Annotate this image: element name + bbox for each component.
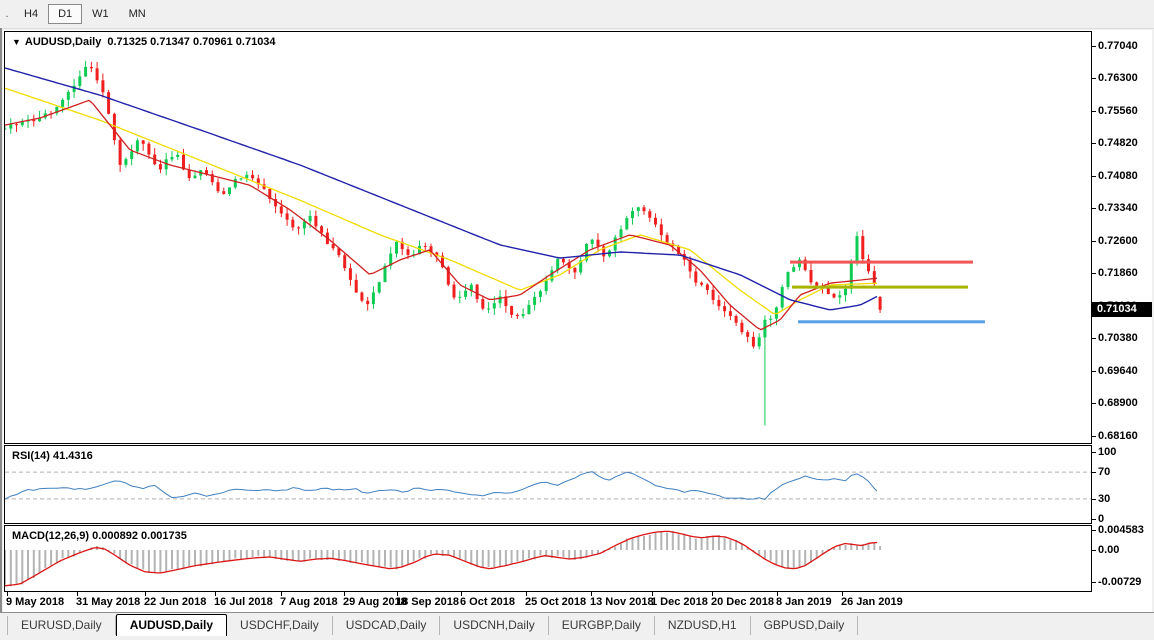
timeframe-tab-mn[interactable]: MN [128, 8, 146, 20]
date-label: 8 Jan 2019 [776, 596, 832, 608]
price-tick-label: 0.72600 [1098, 234, 1138, 247]
date-label: 16 Jul 2018 [214, 596, 273, 608]
date-label: 18 Sep 2018 [396, 596, 459, 608]
symbol-tab-bar: EURUSD,Daily AUDUSD,Daily USDCHF,Daily USDC… [0, 612, 1154, 636]
bottom-tab-usdcnh-daily[interactable]: USDCNH,Daily [440, 616, 549, 635]
bottom-tab-nzdusd-h1[interactable]: NZDUSD,H1 [655, 616, 751, 635]
price-axis-tick [1092, 240, 1096, 242]
date-label: 29 Aug 2018 [343, 596, 407, 608]
price-tick-label: 0.75560 [1098, 104, 1138, 117]
date-axis-tick [712, 592, 713, 596]
rsi-axis-tick [1092, 519, 1096, 520]
current-price-badge: 0.71034 [1092, 302, 1152, 317]
price-tick-label: 0.69640 [1098, 364, 1138, 377]
timeframe-tab-w1[interactable]: W1 [92, 8, 109, 20]
chart-symbol-title: AUDUSD,Daily [24, 36, 102, 48]
date-label: 6 Oct 2018 [460, 596, 516, 608]
date-axis-tick [281, 592, 282, 596]
price-axis-tick [1092, 46, 1096, 47]
chart-window: ▼ AUDUSD,Daily 0.71325 0.71347 0.70961 0.7… [3, 30, 1152, 612]
bottom-tab-usdchf-daily[interactable]: USDCHF,Daily [227, 616, 333, 635]
rsi-canvas[interactable] [5, 446, 1091, 523]
price-tick-label: 0.76300 [1098, 72, 1138, 85]
price-chart-panel[interactable]: ▼ AUDUSD,Daily 0.71325 0.71347 0.70961 0.7… [4, 31, 1092, 444]
date-label: 13 Nov 2018 [590, 596, 654, 608]
rsi-tick-label: 100 [1098, 446, 1117, 458]
macd-axis-tick [1092, 550, 1096, 551]
price-tick-label: 0.68160 [1098, 429, 1138, 442]
price-axis-tick [1092, 435, 1096, 437]
timeframe-tab-d1[interactable]: D1 [48, 4, 83, 24]
macd-canvas[interactable] [5, 526, 1091, 591]
date-axis-tick [842, 592, 843, 596]
date-label: 7 Aug 2018 [280, 596, 338, 608]
date-label: 31 May 2018 [76, 596, 141, 608]
date-label: 9 May 2018 [6, 596, 65, 608]
price-axis-tick [1092, 143, 1096, 145]
window-left-edge [0, 28, 2, 612]
date-axis-tick [215, 592, 216, 596]
date-axis-tick [344, 592, 345, 596]
date-axis-tick [7, 592, 8, 596]
timeframe-partial-label: . [5, 8, 9, 20]
date-axis-tick [145, 592, 146, 596]
price-tick-label: 0.68900 [1098, 397, 1138, 410]
date-axis-tick [591, 592, 592, 596]
price-tick-label: 0.73340 [1098, 202, 1138, 215]
date-label: 20 Dec 2018 [711, 596, 774, 608]
macd-tick-label: 0.00 [1098, 544, 1120, 556]
timeframe-toolbar: . H4 D1 W1 MN [0, 0, 1154, 29]
macd-axis-tick [1092, 581, 1096, 583]
timeframe-tabs: H4 D1 W1 MN [14, 4, 156, 24]
price-tick-label: 0.70380 [1098, 332, 1138, 345]
date-axis-tick [652, 592, 653, 596]
rsi-axis-tick [1092, 498, 1096, 500]
bottom-tab-eurgbp-daily[interactable]: EURGBP,Daily [549, 616, 655, 635]
date-axis-tick [526, 592, 527, 596]
timeframe-tab-h4[interactable]: H4 [24, 8, 39, 20]
date-label: 25 Oct 2018 [525, 596, 587, 608]
macd-tick-label: 0.004583 [1098, 523, 1144, 536]
date-axis-tick [777, 592, 778, 596]
price-axis-tick [1092, 175, 1096, 177]
price-tick-label: 0.74080 [1098, 169, 1138, 182]
date-label: 1 Dec 2018 [651, 596, 708, 608]
rsi-tick-label: 70 [1098, 466, 1111, 479]
date-axis-tick [77, 592, 78, 596]
price-axis-tick [1092, 110, 1096, 112]
rsi-axis-tick [1092, 452, 1096, 453]
price-axis-tick [1092, 273, 1096, 275]
price-axis-tick [1092, 403, 1096, 405]
rsi-panel[interactable]: RSI(14) 41.4316 [4, 445, 1092, 524]
rsi-tick-label: 0 [1098, 513, 1105, 525]
date-label: 22 Jun 2018 [144, 596, 207, 608]
macd-axis-tick [1092, 529, 1096, 531]
bottom-tab-audusd-daily[interactable]: AUDUSD,Daily [115, 614, 228, 636]
date-label: 26 Jan 2019 [841, 596, 903, 608]
chart-title: ▼ AUDUSD,Daily 0.71325 0.71347 0.70961 0.7… [12, 36, 276, 48]
macd-label: MACD(12,26,9) 0.000892 0.001735 [12, 530, 187, 542]
chart-ohlc-values: 0.71325 0.71347 0.70961 0.71034 [107, 36, 276, 48]
price-tick-label: 0.71860 [1098, 267, 1138, 280]
price-axis-tick [1092, 208, 1096, 210]
rsi-tick-label: 30 [1098, 492, 1111, 505]
main-chart-canvas[interactable] [5, 32, 1091, 443]
date-axis-tick [461, 592, 462, 596]
price-axis-tick [1092, 78, 1096, 80]
bottom-tab-eurusd-daily[interactable]: EURUSD,Daily [7, 616, 116, 635]
price-tick-label: 0.74820 [1098, 137, 1138, 150]
macd-panel[interactable]: MACD(12,26,9) 0.000892 0.001735 [4, 525, 1092, 592]
bottom-tab-gbpusd-daily[interactable]: GBPUSD,Daily [751, 616, 859, 635]
rsi-label: RSI(14) 41.4316 [12, 450, 93, 462]
macd-tick-label: -0.00729 [1098, 575, 1142, 588]
rsi-axis-tick [1092, 472, 1096, 474]
price-axis-tick [1092, 338, 1096, 340]
date-axis-tick [397, 592, 398, 596]
price-tick-label: 0.77040 [1098, 40, 1138, 52]
bottom-tab-usdcad-daily[interactable]: USDCAD,Daily [333, 616, 441, 635]
chart-dropdown-icon[interactable]: ▼ [12, 37, 21, 47]
price-axis-tick [1092, 370, 1096, 372]
